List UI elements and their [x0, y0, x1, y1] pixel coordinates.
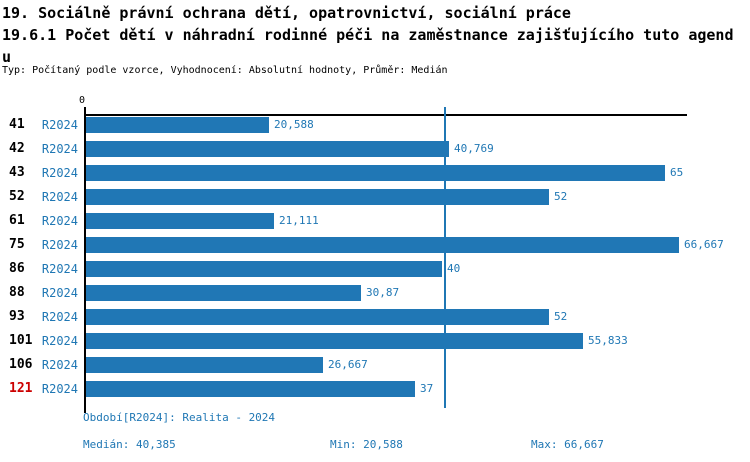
row-period-label: R2024 — [41, 286, 78, 300]
row-category-label: 121 — [9, 381, 33, 396]
row-category-label: 41 — [9, 117, 25, 132]
row-category-label: 52 — [9, 189, 25, 204]
report-title-line1: 19. Sociálně právní ochrana dětí, opatro… — [2, 4, 571, 22]
y-axis-line — [84, 107, 86, 413]
row-category-label: 106 — [9, 357, 33, 372]
bar — [86, 357, 323, 373]
row-category-label: 42 — [9, 141, 25, 156]
row-category-label: 75 — [9, 237, 25, 252]
bar — [86, 117, 269, 133]
bar-value-label: 40 — [447, 262, 461, 275]
bar — [86, 309, 549, 325]
bar-value-label: 26,667 — [328, 358, 368, 371]
footer-max-label: Max: 66,667 — [531, 438, 604, 451]
bar — [86, 261, 442, 277]
bar — [86, 213, 274, 229]
row-period-label: R2024 — [41, 142, 78, 156]
row-category-label: 61 — [9, 213, 25, 228]
bar-value-label: 52 — [554, 310, 568, 323]
bar — [86, 381, 415, 397]
row-category-label: 93 — [9, 309, 25, 324]
row-period-label: R2024 — [41, 334, 78, 348]
bar — [86, 141, 449, 157]
row-period-label: R2024 — [41, 262, 78, 276]
x-axis-line — [85, 114, 687, 116]
bar-value-label: 66,667 — [684, 238, 724, 251]
row-period-label: R2024 — [41, 190, 78, 204]
row-period-label: R2024 — [41, 214, 78, 228]
row-period-label: R2024 — [41, 358, 78, 372]
bar — [86, 333, 583, 349]
row-period-label: R2024 — [41, 118, 78, 132]
footer-min-label: Min: 20,588 — [330, 438, 403, 451]
bar-value-label: 20,588 — [274, 118, 314, 131]
report-title-line2-wrap: u — [2, 48, 12, 66]
bar-value-label: 55,833 — [588, 334, 628, 347]
report-subtitle: Typ: Počítaný podle vzorce, Vyhodnocení:… — [2, 65, 448, 76]
row-category-label: 86 — [9, 261, 25, 276]
row-category-label: 43 — [9, 165, 25, 180]
row-period-label: R2024 — [41, 166, 78, 180]
row-period-label: R2024 — [41, 238, 78, 252]
x-axis-origin-label: 0 — [79, 95, 86, 106]
bar-value-label: 40,769 — [454, 142, 494, 155]
row-category-label: 101 — [9, 333, 33, 348]
bar-value-label: 30,87 — [366, 286, 400, 299]
report-title-line2: 19.6.1 Počet dětí v náhradní rodinné péč… — [2, 26, 734, 44]
bar-value-label: 37 — [420, 382, 434, 395]
row-period-label: R2024 — [41, 382, 78, 396]
bar — [86, 237, 679, 253]
bar-value-label: 52 — [554, 190, 568, 203]
bar — [86, 189, 549, 205]
footer-period-label: Období[R2024]: Realita - 2024 — [83, 411, 276, 424]
median-line — [444, 107, 446, 408]
footer-median-label: Medián: 40,385 — [83, 438, 176, 451]
bar-value-label: 65 — [670, 166, 684, 179]
bar — [86, 165, 665, 181]
row-category-label: 88 — [9, 285, 25, 300]
row-period-label: R2024 — [41, 310, 78, 324]
bar — [86, 285, 361, 301]
bar-value-label: 21,111 — [279, 214, 319, 227]
